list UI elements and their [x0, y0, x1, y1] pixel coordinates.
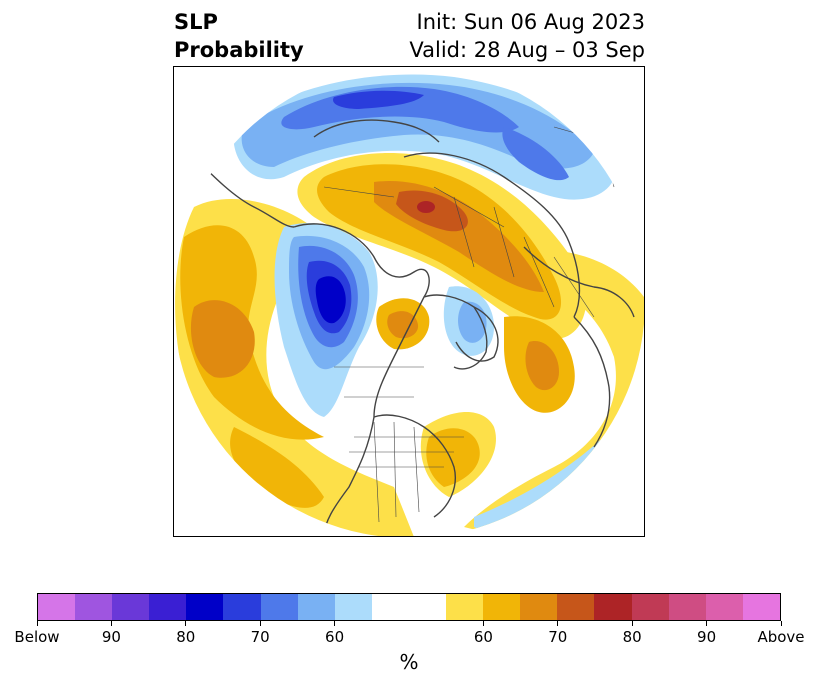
colorbar-tick-mark	[259, 621, 261, 626]
colorbar-tick-label: 60	[325, 628, 345, 646]
colorbar-tick-label: 80	[176, 628, 196, 646]
colorbar-above-swatch	[705, 594, 743, 620]
colorbar-tick-label: 70	[548, 628, 568, 646]
red-siberia-core	[417, 201, 435, 213]
dark-orange-atlantic	[525, 341, 559, 391]
colorbar-tick-label: 60	[473, 628, 493, 646]
valid-range: Valid: 28 Aug – 03 Sep	[409, 38, 645, 62]
colorbar-below-swatch	[149, 594, 187, 620]
colorbar-above-swatch	[557, 594, 595, 620]
colorbar-tick-mark	[780, 621, 782, 626]
blue-greenland-mid	[458, 301, 487, 343]
colorbar-below-swatch	[297, 594, 335, 620]
colorbar-below-swatch	[186, 594, 224, 620]
orange-north-pacific-high	[180, 225, 324, 440]
colorbar-tick-mark	[185, 621, 187, 626]
colorbar-tick-mark	[706, 621, 708, 626]
colorbar-below-swatch	[260, 594, 298, 620]
blue-canada-low	[315, 276, 346, 324]
colorbar-below-swatch	[334, 594, 372, 620]
init-date: Init: Sun 06 Aug 2023	[416, 10, 645, 34]
blue-east-asia	[502, 127, 569, 181]
dark-orange-hudson	[387, 311, 419, 339]
colorbar-tick-label: Below	[14, 628, 60, 646]
probability-map	[174, 67, 644, 536]
colorbar-above-swatch	[668, 594, 706, 620]
title-right: Init: Sun 06 Aug 2023 Valid: 28 Aug – 03…	[409, 8, 645, 64]
dark-orange-pacific	[190, 300, 255, 378]
colorbar-neutral-swatch	[371, 594, 447, 620]
coastlines	[193, 119, 635, 536]
orange-eastern-us	[426, 428, 480, 487]
blue-arctic-deep	[333, 90, 424, 109]
title-variable: SLP	[174, 10, 218, 34]
light-blue-atlantic	[474, 427, 616, 531]
colorbar-tick-mark	[631, 621, 633, 626]
title-left: SLP Probability	[174, 8, 304, 64]
colorbar-below-swatch	[112, 594, 150, 620]
colorbar-tick-label: 90	[697, 628, 717, 646]
colorbar-above-swatch	[483, 594, 521, 620]
colorbar-tick-mark	[334, 621, 336, 626]
colorbar-below-swatch	[38, 594, 76, 620]
colorbar	[37, 593, 781, 621]
colorbar-above-swatch	[520, 594, 558, 620]
title-probability: Probability	[174, 38, 304, 62]
map-panel	[173, 66, 645, 537]
colorbar-tick-mark	[557, 621, 559, 626]
colorbar-tick-label: 80	[622, 628, 642, 646]
colorbar-tick-label: 90	[101, 628, 121, 646]
colorbar-tick-label: 70	[250, 628, 270, 646]
colorbar-tick-mark	[36, 621, 38, 626]
colorbar-above-swatch	[594, 594, 632, 620]
colorbar-tick-label: Above	[757, 628, 805, 646]
colorbar-above-swatch	[631, 594, 669, 620]
colorbar-below-swatch	[75, 594, 113, 620]
colorbar-tick-mark	[482, 621, 484, 626]
colorbar-tick-mark	[110, 621, 112, 626]
orange-southwest-us	[230, 427, 324, 508]
colorbar-unit: %	[399, 650, 419, 674]
colorbar-below-swatch	[223, 594, 261, 620]
colorbar-above-swatch	[742, 594, 780, 620]
colorbar-above-swatch	[446, 594, 484, 620]
